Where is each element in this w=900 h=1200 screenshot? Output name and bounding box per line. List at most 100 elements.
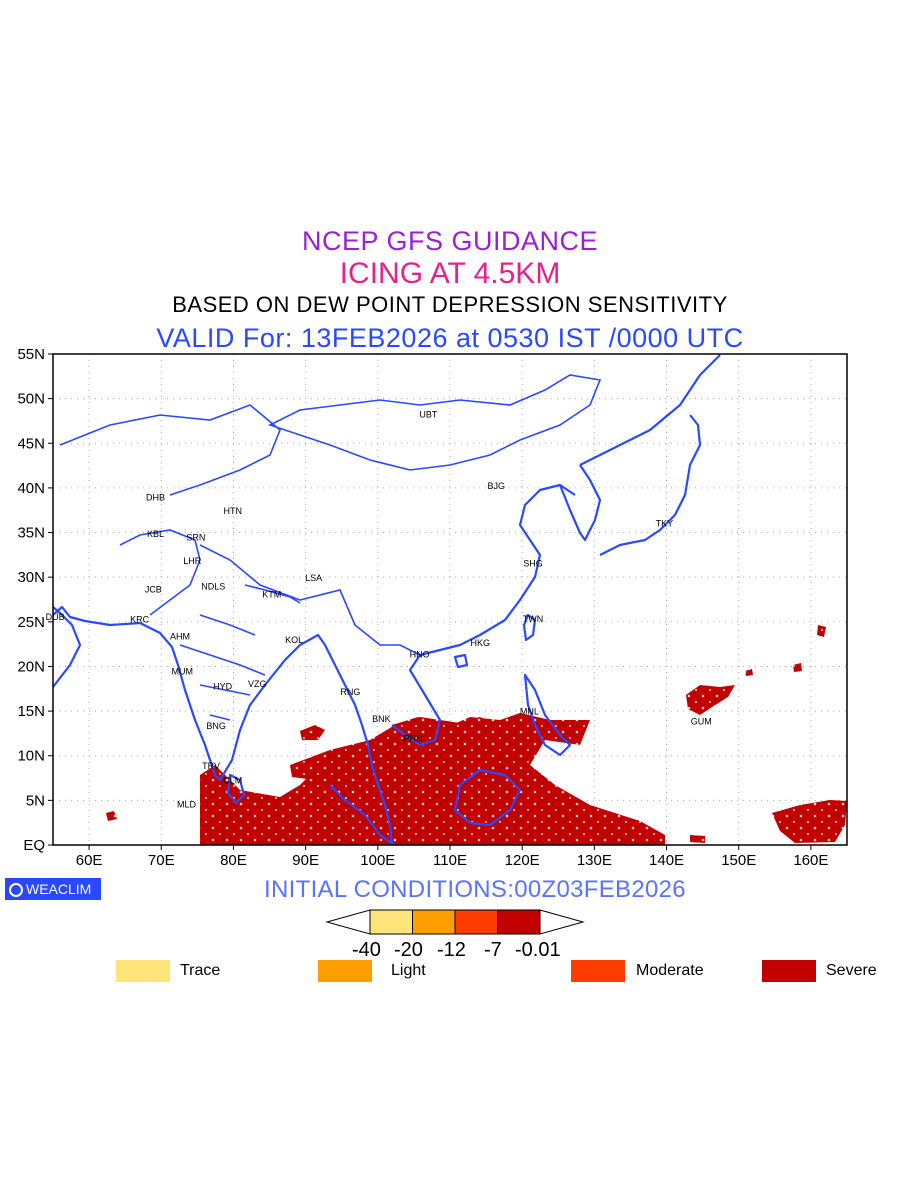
severe-area-small-5 bbox=[690, 835, 705, 843]
colorbar-right-arrow bbox=[539, 909, 585, 935]
lon-label: 60E bbox=[76, 852, 103, 865]
coast-china-east bbox=[504, 483, 576, 621]
station-label: BNG bbox=[206, 721, 226, 731]
legend-label-trace: Trace bbox=[180, 962, 221, 979]
legend-swatch-severe bbox=[762, 960, 816, 982]
station-label: MLD bbox=[177, 800, 197, 810]
lat-label: EQ bbox=[23, 837, 45, 854]
border-india-states bbox=[179, 614, 266, 721]
lat-label: 45N bbox=[17, 435, 45, 452]
lon-label: 150E bbox=[721, 852, 756, 865]
lat-label: 35N bbox=[17, 525, 45, 542]
initial-conditions: INITIAL CONDITIONS:00Z03FEB2026 bbox=[264, 876, 686, 903]
station-labels: UBT BJG TKY SHG TWN HKG HNO MNL GUM BNK PHN RNG LSA K… bbox=[46, 409, 712, 809]
coast-russia-east bbox=[579, 354, 721, 466]
icing-map: 55N 50N 45N 40N 35N 30N 25N 20N 15N 10N 5N EQ 60E 70… bbox=[17, 346, 848, 865]
coast-japan bbox=[599, 414, 702, 556]
severe-area-small-3 bbox=[817, 625, 826, 637]
lon-label: 140E bbox=[649, 852, 684, 865]
station-label: NDLS bbox=[201, 582, 225, 592]
station-label: DUB bbox=[46, 612, 65, 622]
logo-text: WEACLIM bbox=[26, 881, 92, 897]
station-label: KOL bbox=[285, 635, 303, 645]
lon-label: 100E bbox=[360, 852, 395, 865]
legend-swatch-moderate bbox=[571, 960, 625, 982]
station-label: TRV bbox=[202, 761, 220, 771]
station-label: HKG bbox=[471, 638, 491, 648]
coast-arabia-iran bbox=[53, 606, 82, 688]
station-label: MUM bbox=[171, 666, 193, 676]
severe-area-south-china-sea bbox=[290, 717, 500, 790]
border-pakistan bbox=[119, 529, 201, 616]
border-china-south bbox=[199, 544, 421, 656]
station-label: BJG bbox=[487, 481, 505, 491]
station-label: PHN bbox=[404, 733, 423, 743]
legend-label-severe: Severe bbox=[826, 962, 877, 979]
station-label: UBT bbox=[419, 409, 438, 419]
station-label: JCB bbox=[145, 584, 162, 594]
title-method: BASED ON DEW POINT DEPRESSION SENSITIVIT… bbox=[172, 292, 728, 317]
title-parameter: ICING AT 4.5KM bbox=[339, 257, 561, 290]
colorbar-tick: -12 bbox=[437, 939, 466, 961]
severe-area-small-1 bbox=[745, 669, 753, 676]
lat-label: 20N bbox=[17, 658, 45, 675]
station-label: RNG bbox=[340, 687, 360, 697]
lat-label: 15N bbox=[17, 703, 45, 720]
station-label: KTM bbox=[262, 590, 281, 600]
title-valid-time: VALID For: 13FEB2026 at 0530 IST /0000 U… bbox=[156, 323, 744, 353]
gridlines bbox=[53, 354, 847, 845]
station-label: SRN bbox=[186, 533, 205, 543]
title-product: NCEP GFS GUIDANCE bbox=[301, 226, 599, 256]
colorbar-tick: -20 bbox=[394, 939, 423, 961]
station-label: HYD bbox=[213, 682, 233, 692]
station-label: GUM bbox=[691, 716, 712, 726]
severe-area-small-2 bbox=[793, 663, 802, 672]
coast-hainan bbox=[453, 653, 469, 669]
coastlines bbox=[53, 354, 721, 845]
lon-label: 130E bbox=[577, 852, 612, 865]
severe-area-east-pacific bbox=[772, 800, 847, 843]
station-label: LHR bbox=[183, 556, 202, 566]
station-label: KBL bbox=[147, 529, 164, 539]
coast-borneo bbox=[453, 768, 522, 827]
colorbar-boxes bbox=[369, 909, 541, 935]
border-mongolia bbox=[267, 374, 602, 471]
colorbar-box bbox=[369, 909, 413, 935]
lat-label: 40N bbox=[17, 480, 45, 497]
station-label: MNL bbox=[520, 707, 539, 717]
longitude-labels: 60E 70E 80E 90E 100E 110E 120E 130E 140E 150E 160E bbox=[76, 845, 828, 865]
severe-icing-areas bbox=[106, 625, 847, 845]
station-label: HNO bbox=[410, 650, 430, 660]
weaclim-logo: WEACLIM bbox=[5, 878, 101, 900]
lon-label: 160E bbox=[793, 852, 828, 865]
station-label: SHG bbox=[523, 558, 543, 568]
lon-label: 90E bbox=[292, 852, 319, 865]
colorbar-box bbox=[497, 909, 541, 935]
colorbar-box bbox=[412, 909, 456, 935]
station-label: BNK bbox=[372, 714, 391, 724]
lat-label: 10N bbox=[17, 748, 45, 765]
lat-label: 25N bbox=[17, 614, 45, 631]
station-label: CLM bbox=[223, 775, 242, 785]
coast-philippines bbox=[523, 673, 572, 757]
lat-label: 5N bbox=[26, 792, 45, 809]
severe-area-andaman bbox=[300, 725, 325, 740]
coast-korea bbox=[558, 464, 602, 542]
station-label: TWN bbox=[523, 614, 544, 624]
coast-india bbox=[139, 622, 346, 782]
legend-swatch-trace bbox=[116, 960, 170, 982]
station-label: KRC bbox=[130, 615, 150, 625]
lon-label: 80E bbox=[220, 852, 247, 865]
coast-persian-gulf bbox=[53, 605, 141, 627]
severe-area-small-4 bbox=[106, 811, 117, 821]
severe-area-guam bbox=[686, 685, 735, 715]
station-label: AHM bbox=[170, 632, 190, 642]
station-label: TKY bbox=[656, 518, 674, 528]
coast-sumatra bbox=[329, 784, 396, 845]
legend-label-light: Light bbox=[391, 962, 426, 979]
coast-indochina bbox=[391, 619, 506, 747]
colorbar-tick: -7 bbox=[484, 939, 502, 961]
colorbar-left-arrow bbox=[325, 909, 371, 935]
legend-label-moderate: Moderate bbox=[636, 962, 704, 979]
lat-label: 30N bbox=[17, 569, 45, 586]
